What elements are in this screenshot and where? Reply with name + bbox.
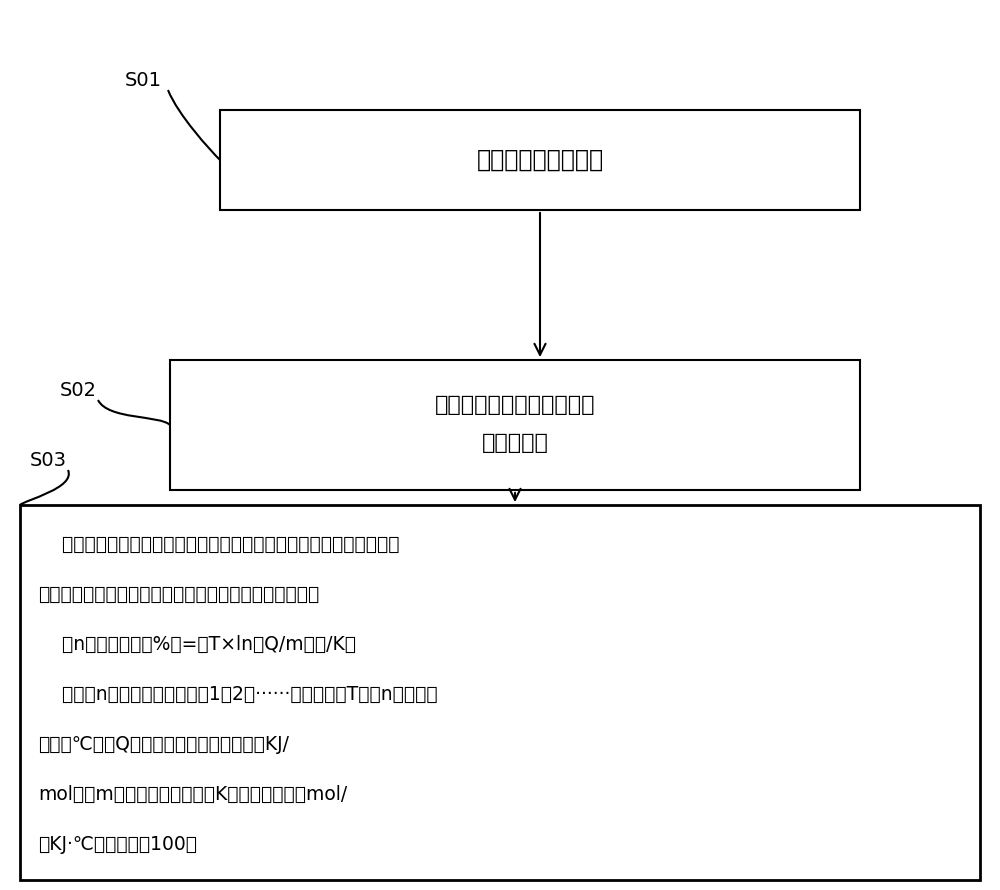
Text: 加热处理；: 加热处理； <box>482 433 548 453</box>
Text: 式中：n为道次数値，取値为1、2、······预设数目；T为第n道次锥造: 式中：n为道次数値，取値为1、2、······预设数目；T为第n道次锥造 <box>38 685 438 704</box>
Text: mol）；m为锥造频率（次）；K为无量纲系数（mol/: mol）；m为锥造频率（次）；K为无量纲系数（mol/ <box>38 785 347 804</box>
Text: 第n道次变形量（%）=（T×ln（Q/m））/K，: 第n道次变形量（%）=（T×ln（Q/m））/K， <box>38 635 356 654</box>
Bar <box>170 360 860 490</box>
Bar <box>20 505 980 880</box>
Text: S01: S01 <box>125 70 162 90</box>
Text: （KJ·℃）），取値100。: （KJ·℃）），取値100。 <box>38 835 197 854</box>
Text: 制备镁基合金铸锂；: 制备镁基合金铸锂； <box>476 148 604 172</box>
Text: 温度（℃）；Q为合金动态再结晶激活能（KJ/: 温度（℃）；Q为合金动态再结晶激活能（KJ/ <box>38 735 289 754</box>
Text: 目的道次的径锥，对锥件变形量控制按照如下公式进行：: 目的道次的径锥，对锥件变形量控制按照如下公式进行： <box>38 585 319 604</box>
Text: S03: S03 <box>30 450 67 470</box>
Text: S02: S02 <box>60 381 97 400</box>
Text: 将加热处理后的所述铸锂进行多个道次的径锥，其中，对于前预设数: 将加热处理后的所述铸锂进行多个道次的径锥，其中，对于前预设数 <box>38 535 400 554</box>
Text: 对制备得到的所述铸锂进行: 对制备得到的所述铸锂进行 <box>435 395 595 415</box>
Bar <box>220 110 860 210</box>
